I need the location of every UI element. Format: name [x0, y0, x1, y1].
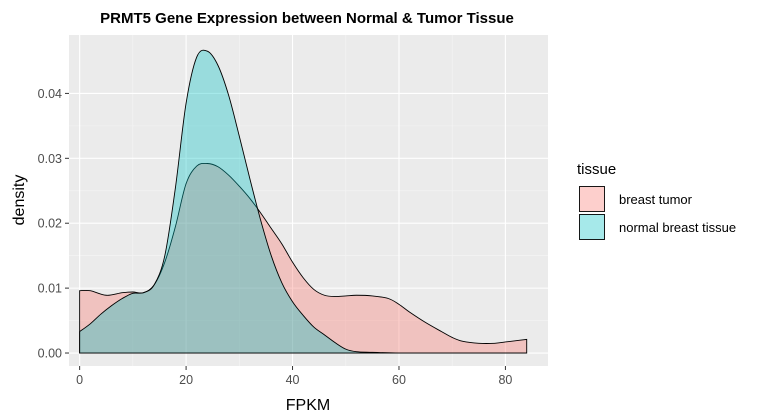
- legend-swatch: [579, 186, 605, 212]
- x-tick-label: 20: [179, 373, 193, 387]
- x-tick-label: 0: [76, 373, 83, 387]
- legend-label: breast tumor: [619, 192, 693, 207]
- minor-gridlines: [69, 35, 548, 366]
- y-axis-ticks: 0.00 0.01 0.02 0.03 0.04: [38, 87, 69, 361]
- chart-title: PRMT5 Gene Expression between Normal & T…: [100, 10, 514, 27]
- y-tick-label: 0.04: [38, 87, 62, 101]
- legend-label: normal breast tissue: [619, 220, 736, 235]
- x-tick-label: 80: [498, 373, 512, 387]
- y-tick-label: 0.01: [38, 282, 62, 296]
- x-axis-title: FPKM: [286, 397, 330, 414]
- legend-title: tissue: [577, 161, 616, 178]
- y-axis-title: density: [11, 175, 28, 226]
- legend-items: breast tumor normal breast tissue: [579, 186, 736, 240]
- density-series: [79, 49, 528, 354]
- x-tick-label: 60: [392, 373, 406, 387]
- y-tick-label: 0.03: [38, 152, 62, 166]
- density-area-normal-breast-tissue: [79, 50, 527, 354]
- plot-panel: [69, 35, 548, 366]
- x-tick-label: 40: [286, 373, 300, 387]
- legend: tissue breast tumor normal breast tissue: [577, 161, 736, 240]
- density-outline-normal-breast-tissue: [79, 49, 527, 354]
- legend-key-bg: [579, 214, 605, 240]
- legend-swatch: [579, 214, 605, 240]
- x-axis-ticks: 0 20 40 60 80: [76, 366, 512, 387]
- y-tick-label: 0.02: [38, 217, 62, 231]
- y-tick-label: 0.00: [38, 347, 62, 361]
- density-area-breast-tumor: [79, 163, 527, 354]
- legend-key-bg: [579, 186, 605, 212]
